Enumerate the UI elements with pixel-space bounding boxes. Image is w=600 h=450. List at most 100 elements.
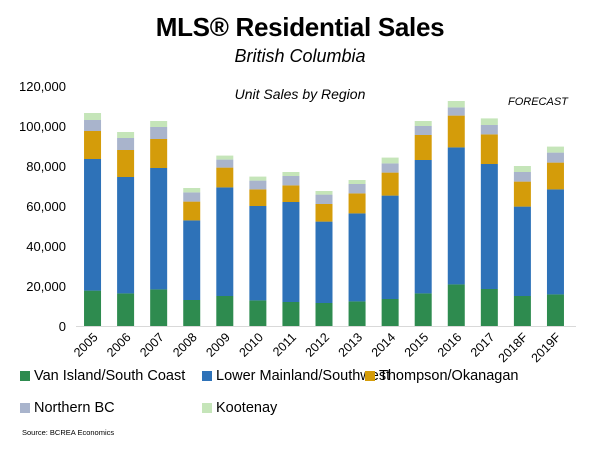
bar-stack-2009 (216, 155, 234, 326)
x-axis: 2005 2006 2007 2008 2009 2010 2011 2012 2013 2014… (71, 330, 564, 365)
x-tick-label: 2006 (104, 330, 134, 360)
bar-segment (414, 293, 432, 326)
bar-segment (315, 194, 333, 204)
x-tick-label: 2007 (137, 330, 167, 360)
legend-item-northern-bc: Northern BC (20, 400, 115, 416)
bar-segment (315, 204, 333, 222)
bar-segment (84, 290, 102, 326)
bar-stack-2013 (348, 180, 366, 326)
x-tick-label: 2016 (435, 330, 465, 360)
bar-segment (546, 294, 564, 326)
bar-segment (513, 181, 531, 207)
bar-segment (513, 206, 531, 296)
bar-segment (183, 192, 201, 202)
bar-segment (315, 221, 333, 303)
forecast-annotation: FORECAST (508, 96, 568, 108)
bar-segment (546, 152, 564, 163)
legend-swatch (20, 371, 30, 381)
legend-label: Kootenay (216, 400, 278, 416)
bar-segment (117, 293, 135, 326)
bar-segment (447, 147, 465, 285)
bar-segment (249, 176, 267, 181)
bar-segment (183, 300, 201, 326)
bar-segment (249, 300, 267, 326)
bar-segment (513, 172, 531, 182)
bar-segment (414, 160, 432, 294)
bar-stack-2015 (414, 121, 432, 326)
legend-item-thompson-okanagan: Thompson/Okanagan (365, 368, 518, 384)
bar-segment (381, 195, 399, 299)
bar-segment (249, 189, 267, 206)
bar-segment (546, 189, 564, 295)
bar-segment (480, 125, 498, 135)
x-tick-label: 2009 (203, 330, 233, 360)
bar-segment (282, 185, 300, 202)
legend-label: Lower Mainland/Southwest (216, 368, 391, 384)
bar-segment (84, 120, 102, 131)
bar-segment (183, 188, 201, 193)
bar-segment (249, 206, 267, 301)
bar-segment (150, 139, 168, 168)
bar-segment (117, 132, 135, 138)
x-tick-label: 2018F (496, 330, 531, 365)
y-axis: 0 20,000 40,000 60,000 80,000 100,000 120,000 (19, 79, 576, 334)
y-tick-label: 0 (59, 319, 66, 334)
legend-item-lower-mainland: Lower Mainland/Southwest (202, 368, 390, 384)
x-tick-label: 2019F (529, 330, 564, 365)
bar-segment (414, 135, 432, 160)
x-tick-label: 2012 (303, 330, 333, 360)
y-tick-label: 100,000 (19, 119, 66, 134)
bar-stack-2014 (381, 157, 399, 326)
bar-segment (315, 303, 333, 326)
y-tick-label: 120,000 (19, 79, 66, 94)
bar-segment (84, 159, 102, 291)
bar-segment (447, 107, 465, 116)
bar-segment (480, 118, 498, 125)
bar-segment (183, 220, 201, 300)
bar-segment (150, 127, 168, 139)
x-tick-label: 2017 (468, 330, 498, 360)
bar-segment (117, 150, 135, 177)
bar-segment (348, 301, 366, 326)
bar-segment (480, 289, 498, 326)
legend-label: Van Island/South Coast (34, 368, 186, 384)
bar-segment (150, 289, 168, 326)
bar-segment (381, 172, 399, 196)
bar-segment (348, 193, 366, 214)
bar-stack-2008 (183, 188, 201, 326)
legend-item-van-island: Van Island/South Coast (20, 368, 185, 384)
source-note: Source: BCREA Economics (22, 428, 115, 437)
plot-title: Unit Sales by Region (234, 86, 366, 102)
bar-stack-2010 (249, 176, 267, 326)
bar-segment (216, 187, 234, 296)
bar-segment (150, 121, 168, 127)
bar-segment (282, 176, 300, 186)
bar-stack-2018F (513, 166, 531, 326)
bar-stack-2007 (150, 121, 168, 326)
bar-stack-2019F (546, 146, 564, 326)
legend-swatch (202, 403, 212, 413)
x-tick-label: 2005 (71, 330, 101, 360)
y-tick-label: 60,000 (26, 199, 66, 214)
bar-segment (348, 213, 366, 302)
x-tick-label: 2014 (369, 330, 399, 360)
bar-segment (513, 166, 531, 172)
bar-segment (480, 164, 498, 289)
chart-title: MLS® Residential Sales (155, 12, 445, 42)
bar-segment (447, 284, 465, 326)
bar-segment (348, 184, 366, 194)
bar-segment (414, 126, 432, 135)
bar-segment (84, 131, 102, 159)
bar-segment (150, 168, 168, 290)
y-tick-label: 40,000 (26, 239, 66, 254)
legend-label: Northern BC (34, 400, 115, 416)
bar-segment (216, 296, 234, 326)
bar-segment (315, 191, 333, 195)
bar-segment (513, 296, 531, 326)
x-tick-label: 2015 (402, 330, 432, 360)
bar-stack-2016 (447, 101, 465, 326)
bar-segment (84, 113, 102, 120)
bar-segment (282, 202, 300, 302)
x-tick-label: 2010 (236, 330, 266, 360)
